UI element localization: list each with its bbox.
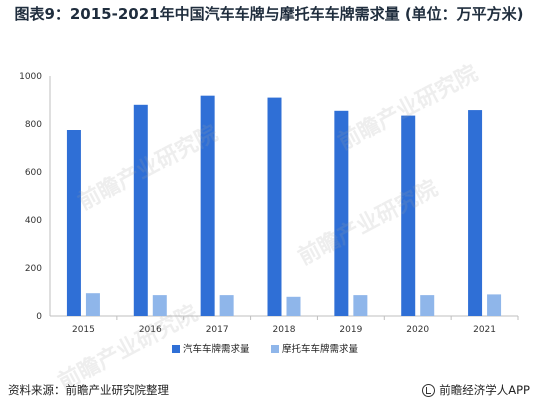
- bar-motorcycle-plate: [420, 295, 435, 316]
- bar-motorcycle-plate: [85, 293, 100, 316]
- x-tick-label: 2016: [139, 325, 162, 335]
- bar-motorcycle-plate: [286, 296, 301, 316]
- bar-motorcycle-plate: [353, 295, 368, 316]
- bar-motorcycle-plate: [219, 295, 234, 316]
- x-tick-label: 2019: [339, 325, 362, 335]
- y-tick-label: 1000: [19, 72, 42, 82]
- x-tick-label: 2021: [473, 325, 496, 335]
- brand-credit: 前瞻经济学人APP: [422, 382, 530, 398]
- bar-car-plate: [133, 104, 148, 316]
- bar-car-plate: [401, 115, 416, 316]
- chart-title: 图表9：2015-2021年中国汽车车牌与摩托车车牌需求量 (单位：万平方米): [14, 5, 524, 23]
- legend-label: 摩托车车牌需求量: [282, 343, 359, 355]
- y-tick-label: 0: [36, 312, 42, 322]
- x-tick-label: 2015: [72, 325, 95, 335]
- x-tick-label: 2020: [406, 325, 429, 335]
- y-tick-label: 400: [25, 216, 42, 226]
- legend-swatch: [172, 345, 180, 353]
- bar-car-plate: [267, 97, 282, 316]
- legend-label: 汽车车牌需求量: [183, 343, 250, 355]
- x-tick-label: 2017: [206, 325, 229, 335]
- y-tick-label: 800: [25, 120, 42, 130]
- plot-area: 0 200 400 600 800 1000 2015 2016 2017 2018 2019 202…: [19, 72, 519, 355]
- bar-motorcycle-plate: [152, 295, 167, 316]
- bar-car-plate: [334, 110, 349, 316]
- y-tick-label: 200: [25, 264, 42, 274]
- bar-car-plate: [66, 130, 81, 316]
- source-note: 资料来源：前瞻产业研究院整理: [8, 383, 169, 397]
- x-tick-label: 2018: [273, 325, 296, 335]
- brand-label: 前瞻经济学人APP: [439, 383, 530, 397]
- bar-car-plate: [468, 110, 483, 316]
- brand-logo-icon: [422, 383, 436, 397]
- bar-car-plate: [200, 95, 215, 317]
- bar-motorcycle-plate: [487, 294, 502, 316]
- y-tick-label: 600: [25, 168, 42, 178]
- legend-swatch: [271, 345, 279, 353]
